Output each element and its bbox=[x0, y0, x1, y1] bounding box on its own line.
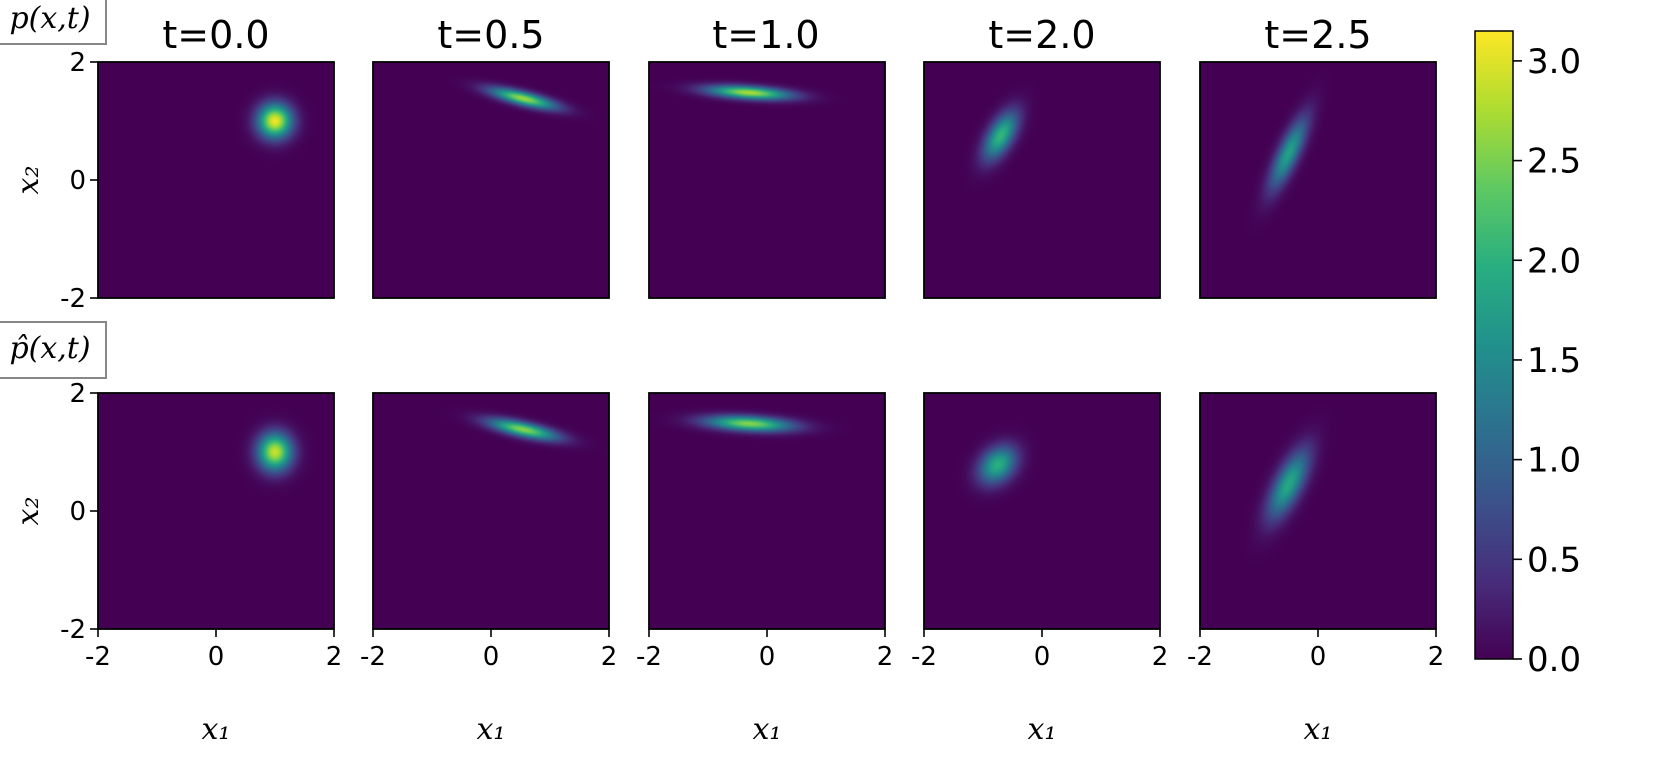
colorbar-tick-label: 0.0 bbox=[1527, 640, 1581, 680]
colorbar-gradient bbox=[1474, 30, 1514, 660]
x-tick-label: 0 bbox=[208, 642, 225, 672]
x-axis-label-col-3: x₁ bbox=[1028, 712, 1057, 747]
heatmap-panel-r1-c4 bbox=[1200, 393, 1436, 629]
column-title-1: t=0.5 bbox=[437, 13, 544, 57]
y-tick-label: 2 bbox=[69, 48, 86, 78]
panel-frame bbox=[923, 61, 1161, 299]
y-axis-label-row-0: x₂ bbox=[11, 166, 46, 195]
panel-frame bbox=[372, 61, 610, 299]
x-axis-label-col-4: x₁ bbox=[1304, 712, 1333, 747]
colorbar: 0.0 0.5 1.0 1.5 2.0 2.5 3.0 bbox=[1474, 30, 1581, 680]
heatmap-panel-r0-c4 bbox=[1200, 62, 1436, 298]
x-tick-label: 2 bbox=[1428, 642, 1445, 672]
y-tick-label: -2 bbox=[60, 615, 86, 645]
x-tick-label: 0 bbox=[483, 642, 500, 672]
x-tick-label: 0 bbox=[759, 642, 776, 672]
heatmap-panel-r1-c2 bbox=[649, 393, 885, 629]
column-title-2: t=1.0 bbox=[712, 13, 819, 57]
column-title-4: t=2.5 bbox=[1264, 13, 1371, 57]
row-label-box-0: p(x,t) bbox=[0, 0, 107, 45]
panel-frame bbox=[648, 61, 886, 299]
x-tick-label: -2 bbox=[1187, 642, 1213, 672]
heatmap-panel-r1-c3 bbox=[924, 393, 1160, 629]
x-tick-label: -2 bbox=[360, 642, 386, 672]
colorbar-tick-label: 1.5 bbox=[1527, 341, 1581, 381]
column-title-0: t=0.0 bbox=[162, 13, 269, 57]
x-tick-label: 2 bbox=[877, 642, 894, 672]
panels-group bbox=[97, 61, 1437, 630]
heatmap-panel-r0-c3 bbox=[924, 62, 1160, 298]
x-tick-label: 0 bbox=[1310, 642, 1327, 672]
x-axis-label-col-2: x₁ bbox=[753, 712, 782, 747]
x-tick-label: -2 bbox=[636, 642, 662, 672]
y-tick-label: 2 bbox=[69, 379, 86, 409]
row-label-0: p(x,t) bbox=[9, 1, 90, 36]
column-title-3: t=2.0 bbox=[988, 13, 1095, 57]
y-tick-label: 0 bbox=[69, 166, 86, 196]
y-tick-label: -2 bbox=[60, 284, 86, 314]
colorbar-tick-label: 2.5 bbox=[1527, 142, 1581, 182]
x-axis-label-col-0: x₁ bbox=[202, 712, 231, 747]
y-axis-label-row-1: x₂ bbox=[11, 497, 46, 526]
heatmap-panel-r1-c0 bbox=[98, 393, 334, 629]
x-tick-label: 2 bbox=[601, 642, 618, 672]
colorbar-tick-label: 0.5 bbox=[1527, 540, 1581, 580]
x-tick-label: -2 bbox=[911, 642, 937, 672]
colorbar-tick-label: 1.0 bbox=[1527, 441, 1581, 481]
y-tick-label: 0 bbox=[69, 497, 86, 527]
heatmap-panel-r1-c1 bbox=[373, 393, 609, 629]
x-tick-label: 2 bbox=[1152, 642, 1169, 672]
axes-group: 2 0 -2 x₂ 2 0 -2 x₂ -2 0 2 x₁ -2 0 2 x₁ -2 0 2 x₁ -2 0 2 x₁ -2 0 2… bbox=[11, 48, 1444, 747]
x-axis-label-col-1: x₁ bbox=[477, 712, 506, 747]
row-label-box-1: p̂(x,t) bbox=[0, 321, 107, 379]
x-tick-label: -2 bbox=[85, 642, 111, 672]
heatmap-panel-r0-c1 bbox=[373, 62, 609, 298]
row-label-1: p̂(x,t) bbox=[9, 331, 90, 366]
colorbar-tick-label: 3.0 bbox=[1527, 42, 1581, 82]
heatmap-panel-r0-c0 bbox=[98, 62, 334, 298]
colorbar-tick-label: 2.0 bbox=[1527, 241, 1581, 281]
panel-frame bbox=[1199, 61, 1437, 299]
heatmap-panel-r0-c2 bbox=[649, 62, 885, 298]
x-tick-label: 0 bbox=[1034, 642, 1051, 672]
colorbar-ticks: 0.0 0.5 1.0 1.5 2.0 2.5 3.0 bbox=[1513, 42, 1581, 680]
x-tick-label: 2 bbox=[326, 642, 343, 672]
